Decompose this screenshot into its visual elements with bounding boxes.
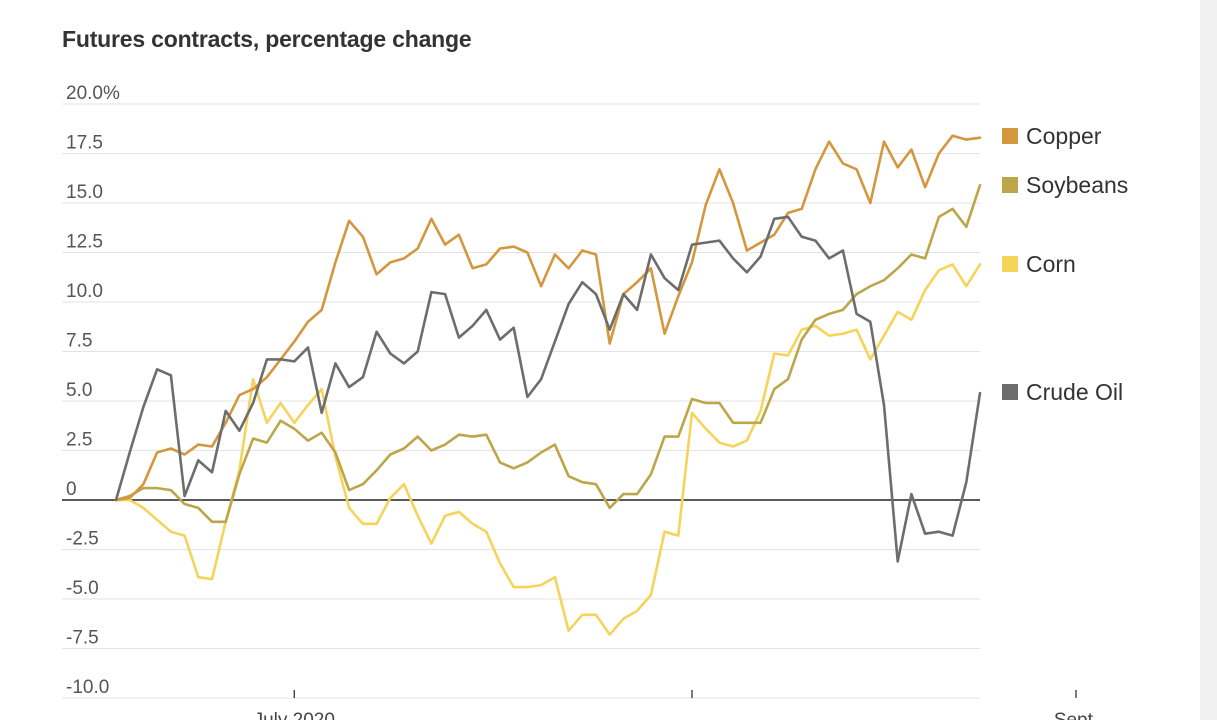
legend: Copper Soybeans Corn Crude Oil <box>1002 123 1128 405</box>
grid-lines <box>62 103 980 699</box>
chart-title: Futures contracts, percentage change <box>62 26 472 52</box>
y-tick-label: 15.0 <box>66 182 103 203</box>
series-line-crude-oil <box>114 215 982 563</box>
y-tick-label: 12.5 <box>66 232 103 253</box>
page-edge-strip <box>1200 0 1217 720</box>
legend-label: Crude Oil <box>1026 379 1123 405</box>
y-tick-label: -10.0 <box>66 677 109 698</box>
series-lines <box>114 134 982 636</box>
legend-swatch <box>1002 177 1018 193</box>
y-tick-label: 7.5 <box>66 331 92 352</box>
series-line-copper <box>114 134 982 502</box>
y-tick-label: 5.0 <box>66 380 92 401</box>
y-tick-label: 0 <box>66 479 77 500</box>
y-tick-label: -7.5 <box>66 628 99 649</box>
series-line-soybeans <box>114 183 982 524</box>
series-line-corn <box>114 263 982 636</box>
y-tick-label: 10.0 <box>66 281 103 302</box>
y-tick-label: -2.5 <box>66 529 99 550</box>
legend-label: Copper <box>1026 123 1102 149</box>
y-tick-label: -5.0 <box>66 578 99 599</box>
y-tick-label: 20.0% <box>66 83 120 104</box>
legend-label: Soybeans <box>1026 172 1128 198</box>
x-tick-label: Sept. <box>1054 710 1098 720</box>
legend-swatch <box>1002 256 1018 272</box>
legend-swatch <box>1002 384 1018 400</box>
x-axis-ticks: July 2020 Sept. <box>254 690 1098 720</box>
y-axis-ticks: 20.0% 17.5 15.0 12.5 10.0 7.5 5.0 2.5 0 -2.5 -5.0 -… <box>66 83 120 698</box>
legend-swatch <box>1002 128 1018 144</box>
x-tick-label: July 2020 <box>254 710 335 720</box>
legend-label: Corn <box>1026 251 1076 277</box>
y-tick-label: 2.5 <box>66 430 92 451</box>
y-tick-label: 17.5 <box>66 133 103 154</box>
